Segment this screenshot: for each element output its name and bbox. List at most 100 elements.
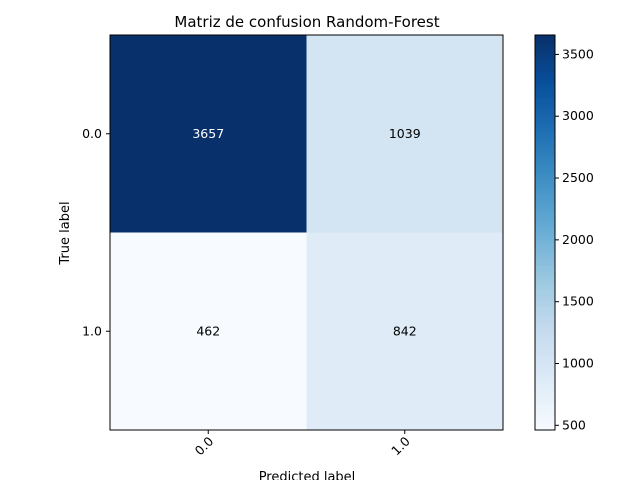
colorbar-segment xyxy=(535,248,555,253)
colorbar-segment xyxy=(535,44,555,49)
colorbar-segment xyxy=(535,61,555,66)
colorbar-segment xyxy=(535,153,555,158)
y-axis-label: True label xyxy=(58,201,73,265)
colorbar-segment xyxy=(535,137,555,141)
colorbar-segment xyxy=(535,324,555,329)
colorbar-segment xyxy=(535,54,555,59)
colorbar-segment xyxy=(535,64,555,69)
colorbar-segment xyxy=(535,374,555,378)
colorbar-segment xyxy=(535,400,555,405)
colorbar-segment xyxy=(535,176,555,181)
cell-value-label: 842 xyxy=(393,323,417,338)
colorbar-segment xyxy=(535,87,555,92)
colorbar-segment xyxy=(535,410,555,415)
colorbar-segment xyxy=(535,252,555,257)
colorbar-segment xyxy=(535,150,555,155)
colorbar-segment xyxy=(535,58,555,62)
colorbar-segment xyxy=(535,291,555,296)
colorbar-segment xyxy=(535,94,555,99)
colorbar-segment xyxy=(535,206,555,211)
colorbar-segment xyxy=(535,140,555,145)
colorbar-segment xyxy=(535,212,555,217)
cell-value-labels: 3657 1039 462 842 xyxy=(192,126,420,339)
colorbar-segment xyxy=(535,354,555,359)
colorbar-segment xyxy=(535,321,555,326)
colorbar-segment xyxy=(535,67,555,72)
colorbar-segment xyxy=(535,123,555,128)
colorbar-segment xyxy=(535,370,555,375)
colorbar-segment xyxy=(535,420,555,425)
colorbar-segment xyxy=(535,120,555,125)
colorbar-segment xyxy=(535,281,555,286)
colorbar-segment xyxy=(535,245,555,250)
colorbar-segment xyxy=(535,262,555,267)
cell-value-label: 1039 xyxy=(389,126,421,141)
colorbar-segment xyxy=(535,380,555,385)
colorbar-segment xyxy=(535,344,555,349)
colorbar-segment xyxy=(535,390,555,395)
colorbar-segment xyxy=(535,51,555,56)
plot-frame xyxy=(109,34,504,431)
colorbar-segment xyxy=(535,239,555,243)
colorbar-segment xyxy=(535,81,555,85)
colorbar-segment xyxy=(535,347,555,352)
colorbar-segment xyxy=(535,199,555,204)
colorbar-segment xyxy=(535,166,555,171)
colorbar-segment xyxy=(535,377,555,382)
y-axis-ticks: 0.0 1.0 xyxy=(82,126,110,338)
colorbar-segment xyxy=(535,301,555,306)
heatmap-cell xyxy=(110,35,307,233)
colorbar: 500 1000 1500 2000 2500 3000 3500 xyxy=(534,34,594,432)
colorbar-segment xyxy=(535,133,555,138)
colorbar-segment xyxy=(535,327,555,332)
colorbar-segment xyxy=(535,104,555,109)
colorbar-segment xyxy=(535,397,555,401)
colorbar-segment xyxy=(535,308,555,313)
colorbar-tick-label: 1000 xyxy=(562,355,594,370)
colorbar-segment xyxy=(535,341,555,346)
colorbar-segment xyxy=(535,209,555,214)
chart-title: Matriz de confusion Random-Forest xyxy=(174,13,439,31)
colorbar-segment xyxy=(535,179,555,184)
colorbar-segment xyxy=(535,403,555,408)
y-tick-label: 1.0 xyxy=(82,323,102,338)
colorbar-segment xyxy=(535,74,555,79)
colorbar-segment xyxy=(535,173,555,178)
colorbar-segment xyxy=(535,258,555,263)
x-tick-label: 0.0 xyxy=(192,433,217,458)
colorbar-segment xyxy=(535,265,555,270)
colorbar-segment xyxy=(535,163,555,168)
x-axis-label: Predicted label xyxy=(259,470,356,480)
colorbar-segment xyxy=(535,193,555,197)
x-tick-label: 1.0 xyxy=(388,433,413,458)
colorbar-segment xyxy=(535,360,555,365)
colorbar-segment xyxy=(535,393,555,398)
x-axis-ticks: 0.0 1.0 xyxy=(192,430,413,458)
colorbar-segment xyxy=(535,334,555,339)
colorbar-segment xyxy=(535,242,555,247)
colorbar-segment xyxy=(535,298,555,303)
colorbar-segment xyxy=(535,219,555,224)
colorbar-tick-label: 1500 xyxy=(562,294,594,309)
colorbar-segment xyxy=(535,186,555,191)
colorbar-tick-label: 2000 xyxy=(562,232,594,247)
colorbar-segment xyxy=(535,232,555,237)
colorbar-segment xyxy=(535,196,555,201)
colorbar-segment xyxy=(535,183,555,188)
colorbar-segment xyxy=(535,160,555,164)
colorbar-segment xyxy=(535,117,555,122)
colorbar-segment xyxy=(535,383,555,388)
colorbar-segment xyxy=(535,311,555,316)
colorbar-segment xyxy=(535,331,555,336)
colorbar-segment xyxy=(535,110,555,115)
colorbar-segment xyxy=(535,275,555,280)
colorbar-segment xyxy=(535,114,555,118)
colorbar-segment xyxy=(535,304,555,309)
colorbar-segment xyxy=(535,216,555,220)
colorbar-segment xyxy=(535,130,555,135)
colorbar-segment xyxy=(535,278,555,283)
colorbar-segment xyxy=(535,318,555,322)
colorbar-segment xyxy=(535,255,555,260)
colorbar-segment xyxy=(535,146,555,151)
